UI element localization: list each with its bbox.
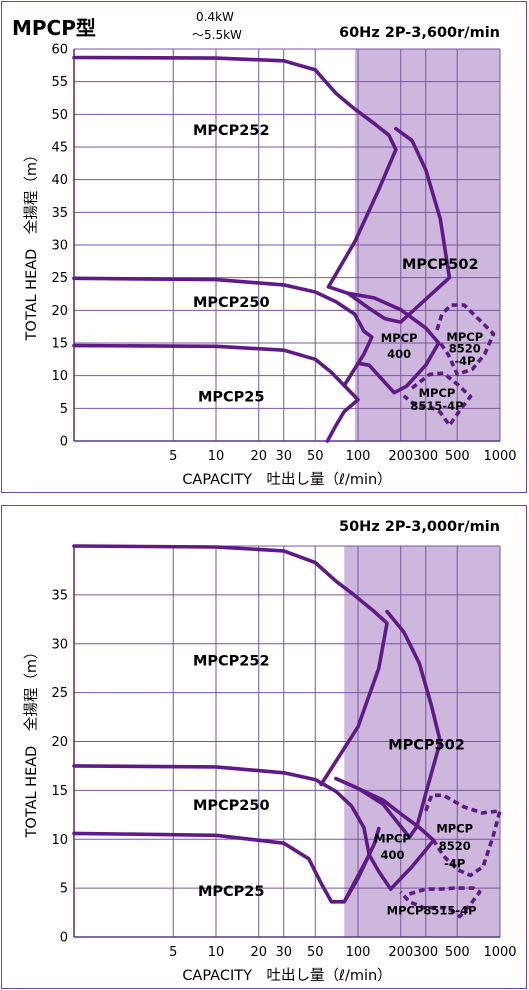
x-tick-label: 5 xyxy=(169,945,177,960)
series-label: MPCP xyxy=(436,822,473,836)
x-tick-label: 1000 xyxy=(483,945,516,960)
y-tick-label: 0 xyxy=(60,435,68,450)
chart-title-50hz: 50Hz 2P-3,000r/min xyxy=(339,519,500,535)
x-tick-label: 10 xyxy=(208,449,225,464)
y-tick-label: 0 xyxy=(60,931,68,946)
chart-60hz: 0 5 10 15 20 25 30 35 40 45 50 55 60 5 10 20 30 50 100 200 3… xyxy=(12,10,517,488)
x-tick-label: 200 xyxy=(388,449,413,464)
y-tick-label: 45 xyxy=(51,141,68,156)
y-tick-label: 35 xyxy=(51,206,68,221)
series-label: MPCP250 xyxy=(193,295,270,311)
x-tick-label: 20 xyxy=(250,945,267,960)
series-mpcp8520-4p-curve xyxy=(435,303,496,377)
x-tick-label: 300 xyxy=(413,945,438,960)
series-label: MPCP250 xyxy=(193,798,270,814)
y-tick-label: 5 xyxy=(60,882,68,897)
y-tick-label: 5 xyxy=(60,402,68,417)
series-label: MPCP xyxy=(419,386,456,400)
y-tick-label: 25 xyxy=(51,686,68,701)
series-mpcp250-curve xyxy=(72,276,374,388)
series-label: MPCP xyxy=(381,331,418,345)
series-label: 8520 xyxy=(449,342,481,356)
series-label: MPCP25 xyxy=(198,390,265,406)
x-tick-label: 10 xyxy=(208,945,225,960)
y-tick-label: 10 xyxy=(51,833,68,848)
chart-title-60hz: 60Hz 2P-3,600r/min xyxy=(339,25,500,41)
x-tick-label: 30 xyxy=(275,449,292,464)
y-tick-label: 30 xyxy=(51,637,68,652)
x-tick-label: 500 xyxy=(445,945,470,960)
series-mpcp502-curve xyxy=(326,126,452,324)
y-tick-label: 15 xyxy=(51,784,68,799)
chart-panel-60hz: 0 5 10 15 20 25 30 35 40 45 50 55 60 5 10 20 30 50 100 200 3… xyxy=(1,1,527,493)
y-tick-label: 35 xyxy=(51,588,68,603)
y-axis-label: TOTAL HEAD 全揚程（m） xyxy=(22,645,40,839)
series-label: 8515-4P xyxy=(410,399,463,413)
chart-panel-50hz: 0 5 10 15 20 25 30 35 5 10 20 30 50 100 200 300 500 1000 M… xyxy=(1,505,527,989)
series-label: 400 xyxy=(387,347,411,361)
model-title: MPCP型 xyxy=(12,16,96,40)
x-tick-label: 300 xyxy=(413,449,438,464)
series-label: MPCP xyxy=(374,831,411,845)
series-label: 400 xyxy=(381,848,405,862)
y-tick-label: 55 xyxy=(51,75,68,90)
x-tick-label: 30 xyxy=(275,945,292,960)
series-mpcp502-curve xyxy=(334,609,443,840)
series-label: -4P xyxy=(444,857,465,871)
series-label: 8520 xyxy=(439,839,471,853)
series-label: MPCP502 xyxy=(402,257,479,273)
x-tick-label: 1000 xyxy=(483,449,516,464)
series-label: MPCP502 xyxy=(388,737,465,753)
series-mpcp252-curve xyxy=(72,55,398,289)
series-label: MPCP252 xyxy=(193,123,270,139)
y-tick-label: 60 xyxy=(51,43,68,58)
series-label: MPCP8515-4P xyxy=(387,904,477,918)
series-mpcp25-curve xyxy=(72,343,360,443)
y-tick-label: 30 xyxy=(51,239,68,254)
x-tick-label: 5 xyxy=(169,449,177,464)
y-tick-label: 25 xyxy=(51,271,68,286)
x-axis-label: CAPACITY 吐出し量（ℓ/min） xyxy=(182,967,391,984)
power-min: 0.4kW xyxy=(196,10,234,24)
x-tick-label: 50 xyxy=(307,945,324,960)
x-axis-label: CAPACITY 吐出し量（ℓ/min） xyxy=(182,471,391,488)
series-label: MPCP xyxy=(446,330,483,344)
power-max: ～5.5kW xyxy=(192,28,242,42)
series-mpcp252-curve xyxy=(72,544,389,787)
series-mpcp400-curve xyxy=(346,291,441,395)
y-tick-label: 10 xyxy=(51,369,68,384)
y-tick-label: 20 xyxy=(51,735,68,750)
series-mpcp25-curve xyxy=(72,826,381,904)
x-tick-label: 500 xyxy=(445,449,470,464)
series-mpcp8515-4p-curve xyxy=(402,371,473,428)
series-label: MPCP252 xyxy=(193,653,270,669)
series-label: MPCP25 xyxy=(198,884,265,900)
y-axis-label: TOTAL HEAD 全揚程（m） xyxy=(22,148,40,342)
series-mpcp250-curve xyxy=(72,764,371,904)
y-tick-label: 40 xyxy=(51,173,68,188)
y-tick-label: 50 xyxy=(51,108,68,123)
chart-50hz: 0 5 10 15 20 25 30 35 5 10 20 30 50 100 200 300 500 1000 M… xyxy=(22,519,517,984)
y-tick-label: 20 xyxy=(51,304,68,319)
x-tick-label: 50 xyxy=(307,449,324,464)
x-tick-label: 20 xyxy=(250,449,267,464)
x-tick-label: 100 xyxy=(346,945,371,960)
series-mpcp8520-4p-curve xyxy=(424,793,502,878)
x-tick-label: 200 xyxy=(388,945,413,960)
y-tick-label: 15 xyxy=(51,337,68,352)
x-tick-label: 100 xyxy=(346,449,371,464)
series-label: -4P xyxy=(454,354,475,368)
